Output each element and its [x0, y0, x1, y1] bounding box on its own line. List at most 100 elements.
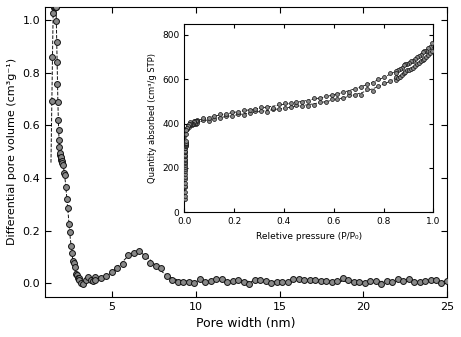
Point	[310, 102, 318, 108]
Point	[73, 272, 80, 277]
Point	[182, 143, 189, 149]
Point	[182, 154, 189, 159]
Point	[333, 279, 341, 284]
Point	[182, 149, 189, 154]
Point	[169, 277, 176, 282]
Point	[181, 176, 189, 182]
Point	[183, 125, 191, 130]
Point	[217, 111, 224, 116]
Point	[184, 126, 191, 131]
Point	[428, 40, 436, 46]
Point	[386, 70, 394, 76]
Point	[344, 277, 352, 283]
Point	[58, 161, 65, 166]
Point	[334, 91, 341, 97]
Point	[188, 120, 195, 126]
Point	[57, 157, 65, 163]
Y-axis label: Quantity absorbed (cm³/g STP): Quantity absorbed (cm³/g STP)	[148, 53, 157, 183]
Point	[189, 121, 196, 127]
Point	[181, 183, 189, 188]
Point	[398, 65, 405, 71]
Point	[181, 196, 188, 202]
Point	[199, 118, 207, 123]
Point	[77, 281, 85, 286]
Point	[372, 278, 379, 283]
Point	[190, 120, 197, 125]
Point	[269, 105, 277, 111]
Point	[218, 276, 225, 282]
Point	[58, 154, 65, 160]
Point	[417, 58, 425, 64]
Point	[246, 281, 253, 287]
Point	[316, 99, 324, 105]
Point	[69, 258, 77, 264]
Point	[240, 108, 248, 113]
Point	[70, 260, 77, 266]
Point	[84, 275, 92, 280]
Point	[304, 98, 312, 103]
Point	[119, 261, 126, 266]
Point	[240, 279, 248, 284]
Point	[199, 116, 207, 121]
Point	[281, 105, 289, 111]
Point	[54, 100, 62, 105]
Point	[183, 127, 190, 133]
Point	[182, 156, 189, 161]
Point	[378, 281, 385, 286]
Point	[192, 121, 199, 126]
Point	[87, 278, 94, 283]
Point	[423, 48, 430, 53]
Point	[392, 74, 400, 80]
Point	[299, 103, 306, 108]
Point	[68, 250, 76, 255]
Point	[421, 49, 428, 54]
Point	[258, 104, 265, 109]
Point	[189, 120, 196, 126]
Point	[392, 70, 400, 75]
Point	[413, 54, 420, 59]
Point	[363, 81, 370, 86]
Point	[75, 278, 83, 283]
Point	[211, 117, 218, 122]
Point	[50, 4, 57, 10]
Point	[185, 279, 192, 284]
Point	[56, 144, 63, 150]
Point	[72, 271, 79, 277]
Point	[404, 68, 411, 73]
Point	[52, 4, 59, 10]
Point	[404, 61, 411, 66]
Point	[375, 76, 382, 82]
Point	[147, 260, 154, 266]
Point	[189, 120, 196, 125]
Point	[181, 184, 189, 190]
Point	[357, 92, 365, 97]
Point	[158, 266, 165, 271]
Point	[426, 50, 434, 55]
Point	[381, 81, 388, 86]
Point	[306, 278, 313, 283]
Point	[287, 104, 294, 110]
Point	[340, 90, 347, 95]
Point	[263, 104, 271, 110]
Point	[182, 157, 189, 163]
Point	[317, 279, 324, 284]
Point	[386, 78, 394, 84]
Point	[428, 49, 436, 54]
Point	[224, 279, 231, 284]
Point	[53, 60, 61, 65]
Point	[425, 45, 432, 51]
Point	[124, 253, 132, 258]
Point	[438, 281, 445, 286]
Point	[246, 111, 253, 116]
Point	[63, 196, 71, 202]
Point	[350, 279, 357, 285]
Point	[193, 119, 201, 124]
Point	[53, 18, 60, 23]
Point	[186, 121, 193, 126]
Point	[187, 121, 194, 126]
Point	[293, 103, 300, 108]
Point	[56, 152, 64, 158]
Point	[408, 58, 415, 63]
Point	[71, 265, 78, 270]
Point	[234, 111, 242, 117]
